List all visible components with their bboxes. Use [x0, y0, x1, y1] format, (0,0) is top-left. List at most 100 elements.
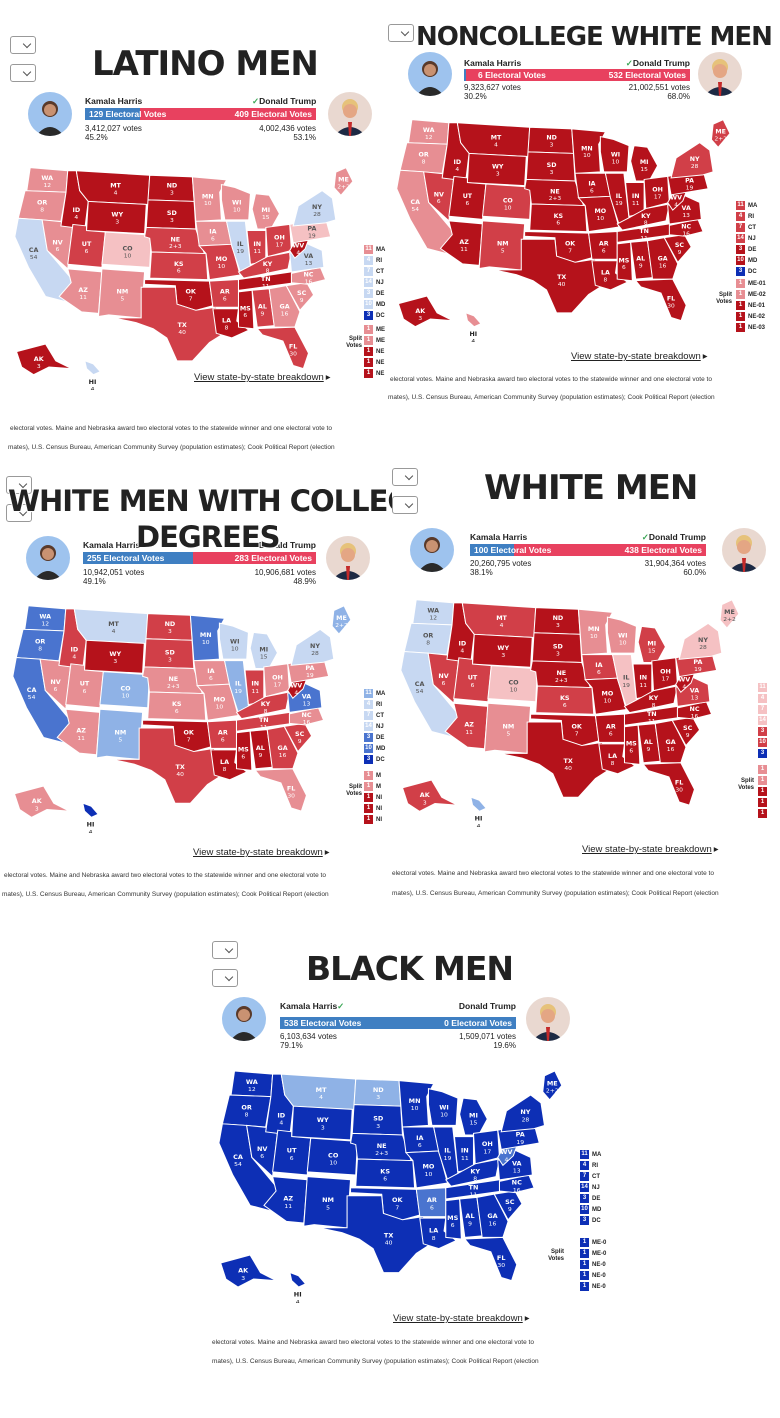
state-mn[interactable] [191, 176, 228, 222]
filter-dropdown-1[interactable] [388, 24, 414, 42]
state-wi[interactable] [606, 616, 637, 654]
state-wi[interactable] [220, 183, 251, 221]
state-ny[interactable] [290, 628, 335, 666]
state-ak[interactable] [220, 1254, 277, 1288]
state-ak[interactable] [401, 779, 458, 812]
state-ny[interactable] [678, 622, 723, 660]
state-ak[interactable] [397, 295, 453, 328]
state-ga[interactable] [476, 1193, 509, 1238]
state-ga[interactable] [646, 237, 679, 280]
state-tx[interactable] [113, 286, 228, 362]
state-ga[interactable] [654, 719, 687, 764]
state-ms[interactable] [445, 1198, 462, 1240]
state-ny[interactable] [500, 1094, 546, 1133]
state-ev-ny: 28 [313, 212, 321, 218]
state-ny[interactable] [670, 142, 714, 179]
state-tx[interactable] [319, 1195, 435, 1274]
state-me[interactable] [719, 599, 740, 629]
state-co[interactable] [99, 671, 150, 709]
state-tx[interactable] [499, 721, 614, 798]
state-co[interactable] [487, 665, 538, 703]
filter-dropdown-2[interactable] [6, 504, 32, 522]
state-label-ny: NY [310, 643, 321, 650]
state-ks[interactable] [535, 685, 595, 715]
state-ms[interactable] [235, 730, 253, 771]
filter-dropdown-1[interactable] [212, 941, 238, 959]
state-ev-sd: 3 [556, 652, 560, 658]
state-wy[interactable] [83, 639, 145, 674]
state-mo[interactable] [198, 243, 241, 281]
state-ak[interactable] [13, 785, 70, 818]
state-ev-ak: 3 [241, 1276, 245, 1282]
filter-dropdown-2[interactable] [10, 64, 36, 82]
state-hi[interactable] [84, 360, 101, 376]
legend-state-label: NI [376, 794, 382, 801]
state-ga[interactable] [268, 285, 301, 328]
state-label-ms: MS [447, 1215, 459, 1222]
state-tx[interactable] [111, 727, 226, 804]
state-mo[interactable] [196, 683, 239, 721]
state-hi[interactable] [82, 802, 99, 818]
state-hi[interactable] [465, 312, 482, 328]
filter-dropdown-1[interactable] [10, 36, 36, 54]
state-wi[interactable] [427, 1087, 459, 1126]
state-nm[interactable] [97, 268, 146, 319]
footnote-line-1: electoral votes. Maine and Nebraska awar… [4, 872, 326, 879]
state-me[interactable] [542, 1070, 563, 1101]
state-hi[interactable] [470, 796, 487, 812]
state-nm[interactable] [95, 708, 144, 760]
state-ks[interactable] [529, 203, 588, 233]
state-me[interactable] [710, 119, 731, 149]
state-ny[interactable] [292, 190, 337, 227]
state-co[interactable] [101, 231, 152, 268]
state-breakdown-link[interactable]: View state-by-state breakdown [393, 1313, 530, 1324]
state-co[interactable] [482, 183, 532, 220]
state-nm[interactable] [303, 1176, 352, 1229]
state-fl[interactable] [254, 768, 308, 812]
filter-dropdown-1[interactable] [392, 468, 418, 486]
state-nm[interactable] [483, 702, 532, 754]
state-me[interactable] [333, 167, 354, 197]
state-fl[interactable] [634, 278, 687, 322]
state-mn[interactable] [571, 128, 607, 174]
state-mo[interactable] [404, 1150, 449, 1189]
state-breakdown-link[interactable]: View state-by-state breakdown [194, 372, 331, 383]
state-wi[interactable] [599, 135, 630, 173]
state-wy[interactable] [291, 1105, 353, 1141]
state-label-mn: MN [202, 194, 214, 201]
state-hi[interactable] [289, 1271, 307, 1288]
state-fl[interactable] [642, 762, 696, 806]
state-co[interactable] [306, 1137, 359, 1176]
state-mo[interactable] [584, 677, 627, 715]
filter-dropdown-2[interactable] [212, 969, 238, 987]
state-ms[interactable] [616, 241, 633, 282]
filter-dropdown-1[interactable] [6, 476, 32, 494]
state-wi[interactable] [218, 622, 249, 660]
state-ks[interactable] [355, 1158, 416, 1189]
filter-dropdown-2[interactable] [392, 496, 418, 514]
state-mn[interactable] [577, 608, 614, 656]
state-ga[interactable] [266, 725, 299, 770]
state-ms[interactable] [623, 724, 641, 765]
state-ks[interactable] [147, 691, 207, 721]
state-wy[interactable] [466, 152, 527, 187]
state-mo[interactable] [577, 195, 620, 233]
state-nm[interactable] [478, 220, 526, 271]
state-me[interactable] [331, 605, 352, 635]
state-ks[interactable] [149, 251, 209, 281]
legend-state-label: NE-03 [748, 324, 766, 331]
state-breakdown-link[interactable]: View state-by-state breakdown [571, 351, 708, 362]
state-breakdown-link[interactable]: View state-by-state breakdown [193, 847, 330, 858]
state-wy[interactable] [471, 633, 533, 668]
state-ev-ny: 28 [691, 164, 699, 170]
state-tx[interactable] [494, 238, 607, 314]
state-wy[interactable] [85, 200, 147, 235]
state-label-or: OR [241, 1105, 252, 1112]
state-fl[interactable] [256, 326, 310, 370]
state-ms[interactable] [237, 289, 255, 330]
state-fl[interactable] [463, 1236, 518, 1282]
state-mn[interactable] [189, 614, 226, 662]
state-breakdown-link[interactable]: View state-by-state breakdown [582, 844, 719, 855]
state-mn[interactable] [398, 1080, 435, 1128]
state-ak[interactable] [15, 343, 72, 376]
